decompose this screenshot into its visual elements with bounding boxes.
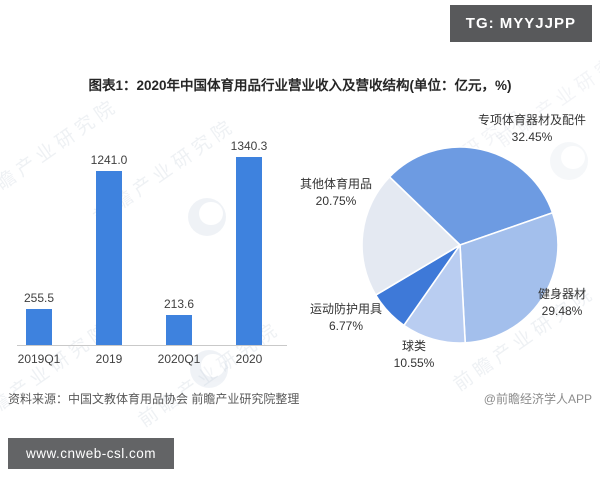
x-axis-line — [17, 345, 287, 346]
pie-label-value: 32.45% — [511, 130, 553, 144]
bar-category-label: 2020 — [235, 352, 263, 366]
bar-2020q1 — [166, 315, 192, 345]
pie-label-value: 10.55% — [393, 356, 435, 370]
pie-label-value: 6.77% — [328, 319, 364, 333]
pie-chart — [361, 146, 559, 344]
bar-value-label: 1340.3 — [230, 139, 268, 153]
url-watermark-badge: www.cnweb-csl.com — [8, 438, 175, 469]
pie-label-special-equipment: 专项体育器材及配件 32.45% — [457, 112, 600, 146]
pie-label-other-goods: 其他体育用品 20.75% — [276, 176, 396, 210]
credit-note: @前瞻经济学人APP — [483, 392, 592, 406]
pie-label-protective-gear: 运动防护用具 6.77% — [286, 301, 406, 335]
figure-title: 图表1：2020年中国体育用品行业营业收入及营收结构(单位：亿元，%) — [88, 78, 512, 93]
pie-label-fitness-equipment: 健身器材 29.48% — [502, 286, 600, 320]
tg-contact-badge: TG: MYYJJPP — [449, 5, 592, 42]
bar-2019 — [96, 170, 122, 345]
bar-category-label: 2019Q1 — [17, 352, 61, 366]
bar-2020 — [236, 157, 262, 345]
pie-label-name: 健身器材 — [537, 287, 586, 301]
bar-chart: 255.5 2019Q1 1241.0 2019 213.6 2020Q1 1340.3 20… — [15, 130, 295, 370]
pie-slice-0 — [388, 146, 554, 246]
source-note: 资料来源：中国文教体育用品协会 前瞻产业研究院整理 — [8, 392, 300, 406]
bar-value-label: 1241.0 — [90, 152, 128, 167]
pie-label-name: 其他体育用品 — [299, 177, 372, 191]
pie-label-name: 球类 — [401, 339, 426, 353]
pie-slice-4 — [361, 176, 461, 296]
pie-label-name: 专项体育器材及配件 — [477, 113, 586, 127]
bar-2019q1 — [26, 309, 52, 345]
pie-label-name: 运动防护用具 — [309, 302, 382, 316]
bar-category-label: 2020Q1 — [157, 352, 201, 366]
bar-category-label: 2019 — [95, 352, 123, 366]
pie-label-balls: 球类 10.55% — [354, 338, 474, 372]
pie-label-value: 29.48% — [541, 304, 583, 318]
bar-value-label: 213.6 — [163, 297, 195, 312]
pie-slice-1 — [459, 212, 559, 344]
pie-label-value: 20.75% — [315, 194, 357, 208]
bar-value-label: 255.5 — [23, 291, 55, 306]
